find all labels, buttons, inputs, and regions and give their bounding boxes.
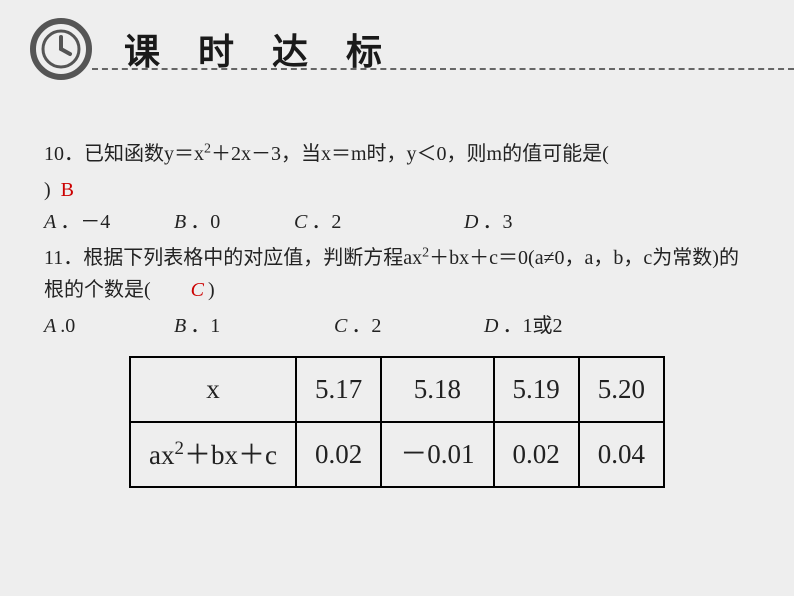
row2-header: ax2＋bx＋c xyxy=(130,422,296,487)
data-table: x 5.17 5.18 5.19 5.20 ax2＋bx＋c 0.02 －0.0… xyxy=(129,356,665,488)
q11-number: 11 xyxy=(44,247,63,269)
q10-option-b: B．0 xyxy=(174,206,294,238)
clock-icon xyxy=(30,18,92,80)
q11-option-c: C．2 xyxy=(334,310,484,342)
q11-option-b: B．1 xyxy=(174,310,334,342)
table-cell: 0.04 xyxy=(579,422,664,487)
q11-option-d: D．1或2 xyxy=(484,310,562,342)
q10-option-d: D．3 xyxy=(464,206,512,238)
content-area: 10．已知函数y＝x2＋2x－3，当x＝m时，y＜0，则m的值可能是( ) B … xyxy=(0,80,794,488)
q10-option-c: C．2 xyxy=(294,206,464,238)
q11-options: A.0 B．1 C．2 D．1或2 xyxy=(44,310,750,342)
row1-header: x xyxy=(130,357,296,422)
table-cell: 5.18 xyxy=(381,357,493,422)
q10-text-p1: 已知函数y＝x xyxy=(84,143,204,165)
q11-option-a: A.0 xyxy=(44,310,174,342)
table-cell: 0.02 xyxy=(296,422,381,487)
q10-options: A．－4 B．0 C．2 D．3 xyxy=(44,206,750,238)
q10-answer: B xyxy=(61,179,74,201)
table-cell: 0.02 xyxy=(494,422,579,487)
q11-answer: C xyxy=(191,279,204,301)
q10-text-p2: ＋2x－3，当x＝m时，y＜0，则m的值可能是( xyxy=(211,143,609,165)
section-header: 课 时 达 标 xyxy=(0,0,794,80)
table-row: ax2＋bx＋c 0.02 －0.01 0.02 0.04 xyxy=(130,422,664,487)
table-cell: 5.19 xyxy=(494,357,579,422)
q10-number: 10 xyxy=(44,143,64,165)
q10-option-a: A．－4 xyxy=(44,206,174,238)
question-10: 10．已知函数y＝x2＋2x－3，当x＝m时，y＜0，则m的值可能是( xyxy=(44,138,750,170)
header-divider xyxy=(92,68,794,70)
q11-text-p1: 根据下列表格中的对应值，判断方程ax xyxy=(83,247,422,269)
table-row: x 5.17 5.18 5.19 5.20 xyxy=(130,357,664,422)
table-cell: 5.17 xyxy=(296,357,381,422)
question-11: 11．根据下列表格中的对应值，判断方程ax2＋bx＋c＝0(a≠0，a，b，c为… xyxy=(44,242,750,306)
table-cell: 5.20 xyxy=(579,357,664,422)
table-cell: －0.01 xyxy=(381,422,493,487)
q10-closing: ) B xyxy=(44,174,750,206)
